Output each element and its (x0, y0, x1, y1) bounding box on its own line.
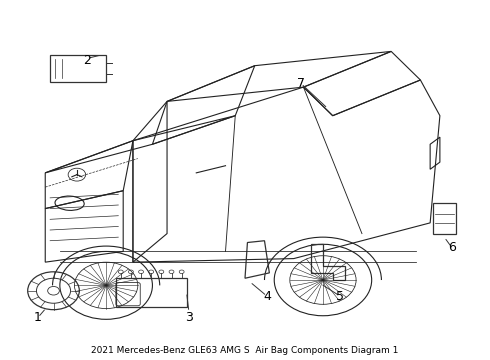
Text: 3: 3 (185, 311, 193, 324)
Text: 6: 6 (448, 241, 456, 255)
Text: 2: 2 (83, 54, 91, 67)
Text: 5: 5 (336, 289, 344, 303)
Text: 2021 Mercedes-Benz GLE63 AMG S  Air Bag Components Diagram 1: 2021 Mercedes-Benz GLE63 AMG S Air Bag C… (91, 346, 399, 355)
Text: 4: 4 (263, 289, 271, 303)
Text: 1: 1 (34, 311, 42, 324)
Text: 7: 7 (297, 77, 305, 90)
